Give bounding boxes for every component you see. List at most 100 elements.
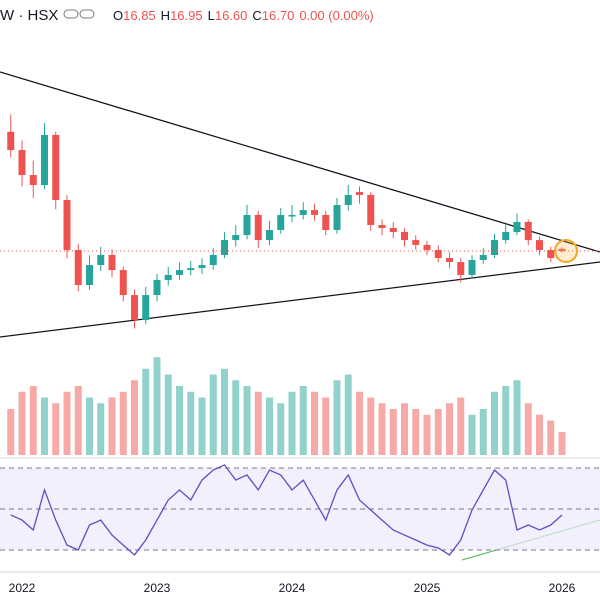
ohlc-key: O bbox=[113, 8, 123, 23]
volume-bar bbox=[457, 397, 465, 455]
ohlc-key: C bbox=[252, 8, 261, 23]
candle-body bbox=[176, 270, 183, 275]
candle-body bbox=[142, 295, 150, 321]
highlight bbox=[554, 238, 578, 263]
volume-bar bbox=[468, 414, 476, 455]
volume-bar bbox=[266, 397, 273, 455]
x-tick-label: 2026 bbox=[549, 581, 576, 595]
candle-body bbox=[97, 254, 105, 266]
candle-body bbox=[401, 232, 408, 241]
candle-body bbox=[209, 254, 217, 266]
volume-bar bbox=[119, 391, 127, 455]
candle-body bbox=[558, 248, 566, 251]
candle-body bbox=[389, 228, 397, 233]
x-tick-label: 2024 bbox=[279, 581, 306, 595]
volume-bar bbox=[187, 391, 195, 455]
candle-body bbox=[86, 265, 93, 286]
ohlc-value: 16.60 bbox=[215, 8, 248, 23]
candle-body bbox=[513, 221, 521, 233]
candle-body bbox=[322, 214, 330, 231]
volume-bar bbox=[97, 403, 105, 455]
header-text: W · HSX bbox=[0, 7, 58, 24]
candle-body bbox=[367, 194, 375, 225]
volume-bar bbox=[367, 397, 375, 455]
candle-body bbox=[243, 214, 251, 236]
trendline-lower bbox=[0, 261, 600, 338]
volume-bar bbox=[547, 420, 555, 455]
volume-bar bbox=[108, 397, 116, 455]
candle-body bbox=[232, 235, 240, 241]
ohlc-value: 16.70 bbox=[262, 8, 295, 23]
volume-bar bbox=[502, 386, 510, 455]
candle-body bbox=[299, 210, 307, 215]
rsi-line bbox=[10, 464, 563, 556]
volume-bar bbox=[356, 391, 363, 455]
volume-bar bbox=[29, 386, 37, 455]
candle-body bbox=[254, 214, 262, 241]
candle-body bbox=[63, 200, 71, 250]
volume-bar bbox=[513, 380, 521, 455]
volume-bar bbox=[558, 432, 566, 455]
volume-bar bbox=[209, 374, 217, 455]
header-bg bbox=[0, 0, 600, 32]
volume-bar bbox=[41, 397, 48, 455]
volume-bar bbox=[491, 391, 498, 455]
volume-bar bbox=[389, 409, 397, 455]
volume-bar bbox=[198, 397, 206, 455]
candle-body bbox=[74, 249, 82, 286]
volume-bar bbox=[412, 409, 420, 455]
candle-body bbox=[41, 134, 48, 186]
candle-body bbox=[221, 240, 228, 255]
volume-bar bbox=[52, 403, 60, 455]
candle-body bbox=[187, 268, 195, 271]
link-icon bbox=[79, 9, 95, 19]
candle-body bbox=[266, 230, 273, 241]
candle-body bbox=[457, 262, 465, 275]
candle-body bbox=[131, 295, 138, 321]
candle-body bbox=[479, 254, 487, 261]
candle-body bbox=[434, 249, 442, 259]
volume-bar bbox=[322, 397, 330, 455]
volume-bar bbox=[232, 380, 240, 455]
symbol: W · HSX bbox=[0, 7, 58, 24]
candle-body bbox=[311, 210, 318, 215]
candle-body bbox=[356, 192, 363, 195]
volume-bar bbox=[524, 403, 532, 455]
candle-body bbox=[119, 270, 127, 296]
volume-bar bbox=[378, 403, 386, 455]
ohlc-value: 16.95 bbox=[170, 8, 203, 23]
volume-bar bbox=[333, 380, 341, 455]
candle-body bbox=[153, 279, 161, 296]
ohlc-legend: O16.85 H16.95 L16.60 C16.70 0.00 (0.00%) bbox=[113, 8, 374, 23]
candle-body bbox=[18, 150, 26, 176]
volume-bar bbox=[401, 403, 408, 455]
header: W · HSX O16.85 H16.95 L16.60 C16.70 0.00 (0.0… bbox=[0, 0, 600, 32]
volume-bar bbox=[86, 397, 93, 455]
candle-body bbox=[412, 240, 420, 245]
candle-body bbox=[277, 214, 285, 231]
x-tick-label: 2025 bbox=[414, 581, 441, 595]
x-tick-label: 2022 bbox=[9, 581, 36, 595]
x-tick-label: 2023 bbox=[144, 581, 171, 595]
candle-body bbox=[536, 240, 543, 250]
volume-bar bbox=[254, 391, 262, 455]
volume-bar bbox=[344, 374, 352, 455]
volume-bar bbox=[311, 391, 318, 455]
candle-body bbox=[333, 205, 341, 231]
candle-body bbox=[29, 175, 37, 186]
volume-bar bbox=[479, 409, 487, 455]
volume-bar bbox=[164, 374, 172, 455]
volume-bar bbox=[299, 386, 307, 455]
volume-bar bbox=[63, 391, 71, 455]
volume-bar bbox=[536, 414, 543, 455]
candle-body bbox=[547, 249, 555, 259]
candle-body bbox=[423, 244, 431, 250]
change: 0.00 (0.00%) bbox=[299, 8, 373, 23]
volume-bar bbox=[277, 403, 285, 455]
volume-bar bbox=[153, 357, 161, 455]
ohlc-value: 16.85 bbox=[123, 8, 156, 23]
candle-body bbox=[344, 194, 352, 206]
trendline-upper bbox=[0, 71, 600, 253]
volume-bar bbox=[7, 409, 15, 455]
volume-bar bbox=[446, 403, 453, 455]
